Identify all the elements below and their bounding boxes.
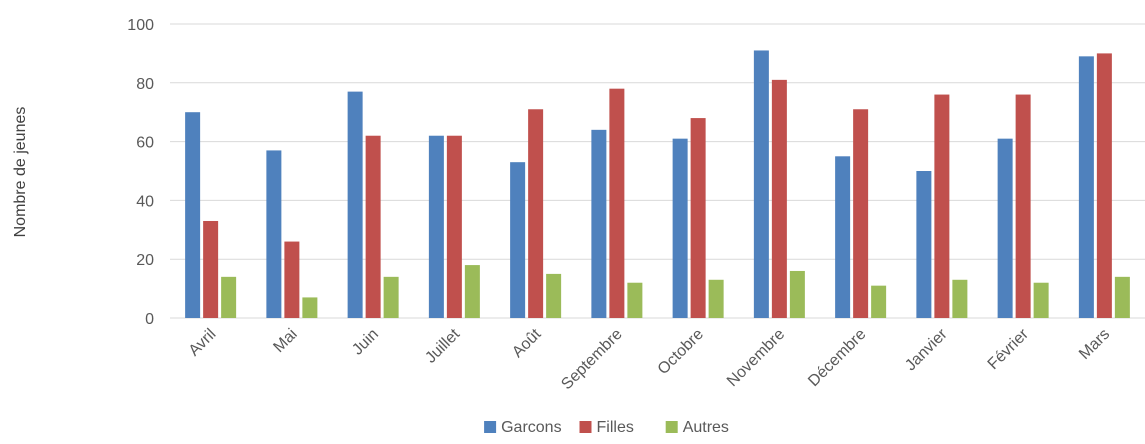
x-tick-label: Juin (349, 326, 382, 359)
x-tick-label: Mai (270, 326, 300, 356)
gridlines (170, 23, 1145, 319)
x-tick-label: Novembre (724, 326, 788, 390)
bar-garcons-3 (428, 135, 444, 318)
legend-label: Filles (597, 419, 634, 436)
x-tick-label: Décembre (805, 326, 869, 390)
bar-filles-2 (365, 135, 381, 318)
bar-garcons-7 (753, 50, 769, 319)
bar-garcons-0 (185, 112, 201, 318)
legend-swatch (484, 421, 497, 433)
bar-autres-7 (789, 270, 805, 318)
bar-filles-1 (284, 241, 300, 318)
x-axis-ticks: Avril Mai Juin Juillet Août Septembre Octobre N… (186, 325, 1114, 393)
x-tick-label: Mars (1076, 326, 1113, 363)
bar-autres-4 (546, 273, 562, 318)
legend-swatch (579, 421, 592, 433)
y-axis-label: Nombre de jeunes (12, 107, 29, 238)
x-tick-label: Août (509, 325, 545, 361)
bar-autres-9 (952, 279, 968, 318)
bars (185, 50, 1130, 319)
x-tick-label: Avril (186, 326, 220, 360)
bar-garcons-8 (835, 156, 851, 318)
bar-garcons-6 (672, 138, 688, 318)
legend-label: Garcons (501, 419, 561, 436)
bar-garcons-2 (347, 91, 363, 319)
legend-item-autres: Autres (665, 419, 729, 436)
bar-garcons-9 (916, 171, 932, 318)
bar-garcons-5 (591, 129, 607, 318)
bar-filles-11 (1096, 53, 1112, 319)
bar-garcons-4 (510, 162, 526, 318)
bar-autres-11 (1114, 276, 1130, 318)
legend-swatch (665, 421, 678, 433)
bar-filles-4 (528, 109, 544, 318)
bar-filles-5 (609, 88, 625, 319)
bar-autres-5 (627, 282, 643, 318)
bar-autres-0 (221, 276, 237, 318)
bar-garcons-1 (266, 150, 282, 318)
bar-autres-1 (302, 297, 318, 318)
y-axis-ticks: 0 20 40 60 80 100 (127, 17, 154, 328)
bar-filles-0 (203, 220, 219, 318)
x-tick-label: Juillet (422, 325, 463, 366)
bar-autres-8 (871, 285, 887, 318)
bar-filles-8 (853, 109, 869, 318)
y-tick-label: 20 (136, 252, 154, 269)
y-tick-label: 80 (136, 76, 154, 93)
bar-filles-3 (446, 135, 462, 318)
bar-garcons-10 (997, 138, 1013, 318)
y-tick-label: 100 (127, 17, 154, 34)
y-tick-label: 0 (145, 311, 154, 328)
x-tick-label: Janvier (902, 325, 951, 374)
legend-item-filles: Filles (579, 419, 634, 436)
legend-item-garcons: Garcons (484, 419, 562, 436)
y-tick-label: 60 (136, 135, 154, 152)
bar-filles-6 (690, 118, 706, 318)
x-tick-label: Septembre (558, 326, 625, 393)
y-tick-label: 40 (136, 193, 154, 210)
bar-autres-6 (708, 279, 724, 318)
bar-autres-2 (383, 276, 399, 318)
bar-autres-10 (1033, 282, 1049, 318)
bar-garcons-11 (1078, 56, 1094, 319)
legend: Garcons Filles Autres (484, 419, 729, 436)
legend-label: Autres (683, 419, 729, 436)
bar-filles-9 (934, 94, 950, 318)
x-tick-label: Février (985, 325, 1033, 373)
bar-autres-3 (464, 265, 480, 318)
x-tick-label: Octobre (655, 326, 707, 378)
bar-filles-7 (771, 79, 787, 318)
bar-filles-10 (1015, 94, 1031, 318)
